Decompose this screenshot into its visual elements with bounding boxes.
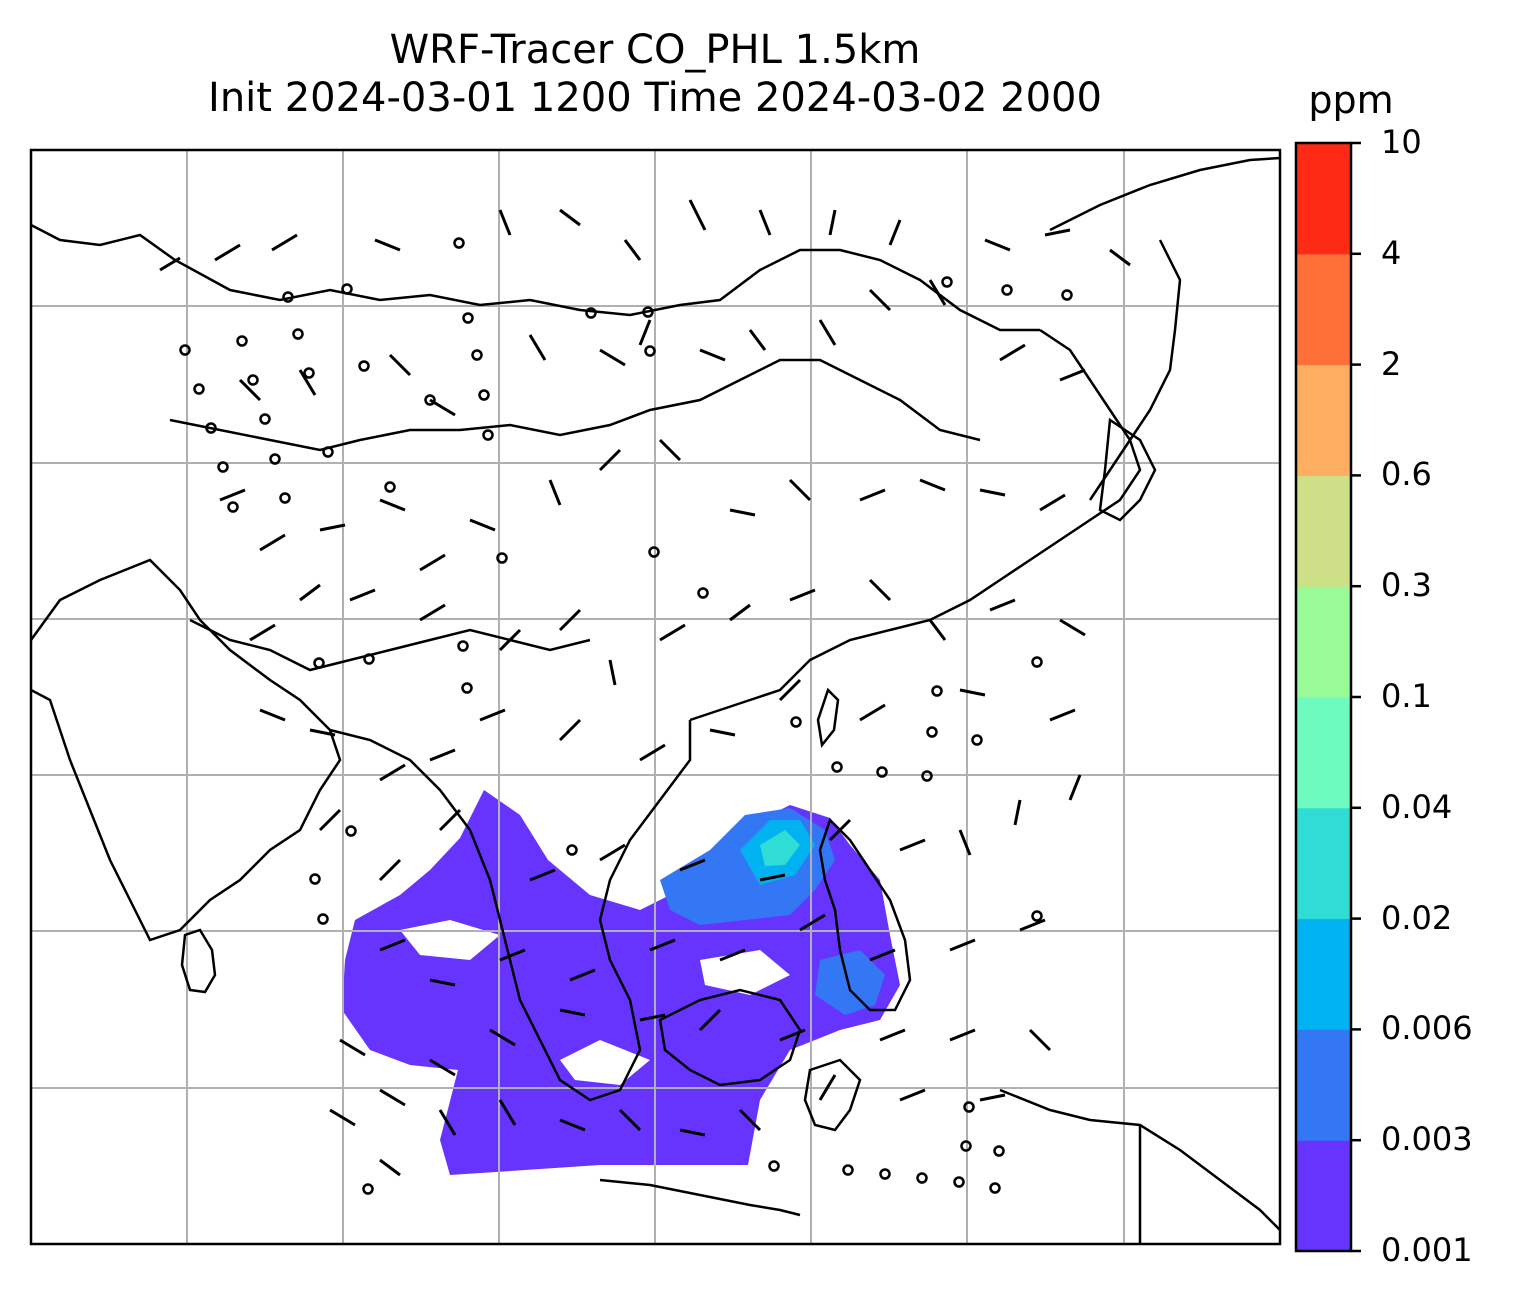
colorbar-tick-label: 10 — [1381, 123, 1422, 161]
colorbar-segment — [1296, 1140, 1351, 1252]
gridlines — [31, 150, 1280, 1244]
wind-barbs — [159, 199, 1131, 1177]
plume-level-4 — [760, 830, 800, 866]
coast-sulawesi — [803, 1058, 862, 1132]
map-title-line-1: WRF-Tracer CO_PHL 1.5km — [389, 27, 921, 73]
colorbar-segment — [1296, 253, 1351, 366]
colorbar-tick-label: 0.001 — [1381, 1231, 1473, 1269]
coast-indochina — [329, 720, 692, 1102]
colorbar-tick-label: 0.6 — [1381, 455, 1432, 494]
coast-sri-lanka — [180, 928, 217, 994]
coastlines — [31, 156, 1280, 1244]
colorbar-segment — [1296, 364, 1351, 476]
colorbar-tick-label: 0.1 — [1381, 677, 1432, 715]
colorbar-tick-label: 0.006 — [1381, 1009, 1473, 1048]
coast-japan — [1088, 239, 1182, 501]
border-himalaya — [189, 618, 591, 672]
plume-gap-3 — [700, 950, 790, 995]
calm-markers — [179, 237, 1073, 1195]
plume-level-2-east — [815, 950, 885, 1015]
colorbar-unit-label: ppm — [1308, 78, 1394, 122]
coast-taiwan — [816, 687, 840, 748]
colorbar-segment — [1296, 697, 1351, 809]
map-title-line-2: Init 2024-03-01 1200 Time 2024-03-02 200… — [208, 75, 1102, 121]
colorbar-segment — [1296, 586, 1351, 698]
colorbar-segment — [1296, 918, 1351, 1030]
map-title: WRF-Tracer CO_PHL 1.5km Init 2024-03-01 … — [30, 26, 1280, 122]
border-tibet — [169, 358, 981, 452]
colorbar-tick-label: 0.02 — [1381, 898, 1453, 937]
colorbar-tick-label: 2 — [1381, 344, 1402, 383]
colorbar-tick-label: 4 — [1381, 233, 1402, 272]
colorbar-frame — [1294, 141, 1353, 1253]
border-north — [31, 223, 1040, 332]
coast-india — [31, 558, 342, 942]
colorbar — [1296, 141, 1361, 1253]
coast-java — [599, 1178, 801, 1217]
map-frame — [29, 148, 1282, 1246]
coast-philippines — [818, 817, 912, 1012]
coast-borneo — [658, 988, 802, 1087]
colorbar-segment — [1296, 807, 1351, 920]
colorbar-tick-label: 0.3 — [1381, 566, 1432, 605]
colorbar-tick-label: 0.04 — [1381, 787, 1453, 826]
colorbar-segment — [1296, 475, 1351, 587]
coast-kamchatka — [1049, 156, 1280, 232]
colorbar-segment — [1296, 143, 1351, 255]
coast-new-guinea — [999, 1088, 1280, 1231]
colorbar-segment — [1296, 1029, 1351, 1141]
coast-china-east — [689, 328, 1142, 722]
colorbar-tick-label: 0.003 — [1381, 1120, 1473, 1159]
